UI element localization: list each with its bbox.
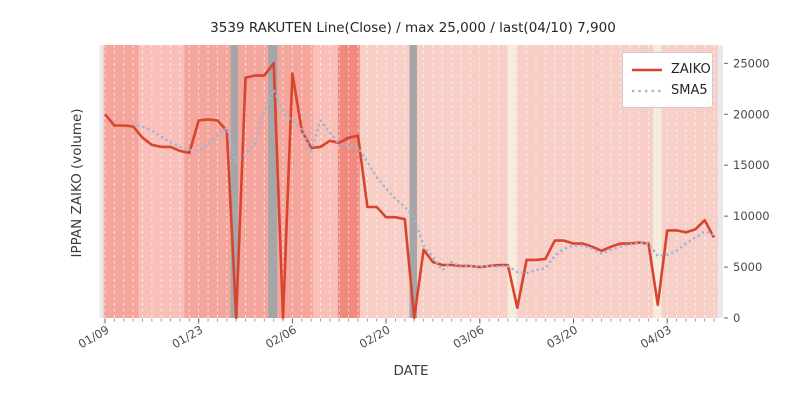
y-axis-label: IPPAN ZAIKO (volume) [69, 108, 85, 258]
background-band [103, 45, 139, 318]
background-band [359, 45, 410, 318]
sma5-dotted-line-icon [631, 89, 663, 92]
y-tick-label: 0 [733, 311, 740, 325]
overlay-band [230, 45, 239, 318]
y-tick-label: 20000 [733, 107, 770, 121]
y-tick-label: 10000 [733, 209, 770, 223]
x-tick-label: 04/03 [638, 322, 674, 351]
overlay-band [409, 45, 418, 318]
background-band [184, 45, 231, 318]
background-band [138, 45, 185, 318]
x-axis-label: DATE [393, 363, 429, 379]
legend-label-zaiko: ZAIKO [671, 62, 711, 77]
x-tick-label: 01/09 [76, 322, 112, 351]
zaiko-line-icon [632, 68, 662, 71]
y-tick-label: 25000 [733, 56, 770, 70]
chart-title: 3539 RAKUTEN Line(Close) / max 25,000 / … [210, 20, 616, 36]
legend-item-zaiko: ZAIKO [631, 59, 711, 80]
y-tick-label: 15000 [733, 158, 770, 172]
x-tick-label: 02/06 [263, 322, 299, 351]
sma5-line [131, 88, 716, 275]
x-tick-label: 03/06 [451, 322, 487, 351]
y-tick-label: 5000 [733, 260, 762, 274]
background-band [313, 45, 338, 318]
legend: ZAIKO SMA5 [622, 52, 713, 108]
legend-label-sma5: SMA5 [671, 83, 708, 98]
background-band [337, 45, 360, 318]
overlay-band [268, 45, 278, 318]
legend-item-sma5: SMA5 [631, 80, 708, 101]
zaiko-line [104, 61, 716, 320]
x-tick-label: 01/23 [169, 322, 205, 351]
overlay-band [507, 45, 517, 318]
background-band [417, 45, 508, 318]
background-band [238, 45, 269, 318]
x-tick-label: 02/20 [357, 322, 393, 351]
overlay-band [653, 45, 662, 318]
x-tick-label: 03/20 [544, 322, 580, 351]
